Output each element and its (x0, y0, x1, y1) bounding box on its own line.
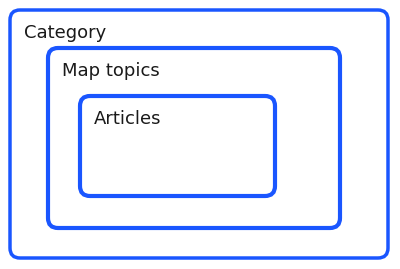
Text: Category: Category (24, 24, 106, 42)
Text: Articles: Articles (94, 110, 162, 128)
Text: Map topics: Map topics (62, 62, 160, 80)
FancyBboxPatch shape (48, 48, 340, 228)
FancyBboxPatch shape (10, 10, 388, 258)
FancyBboxPatch shape (80, 96, 275, 196)
